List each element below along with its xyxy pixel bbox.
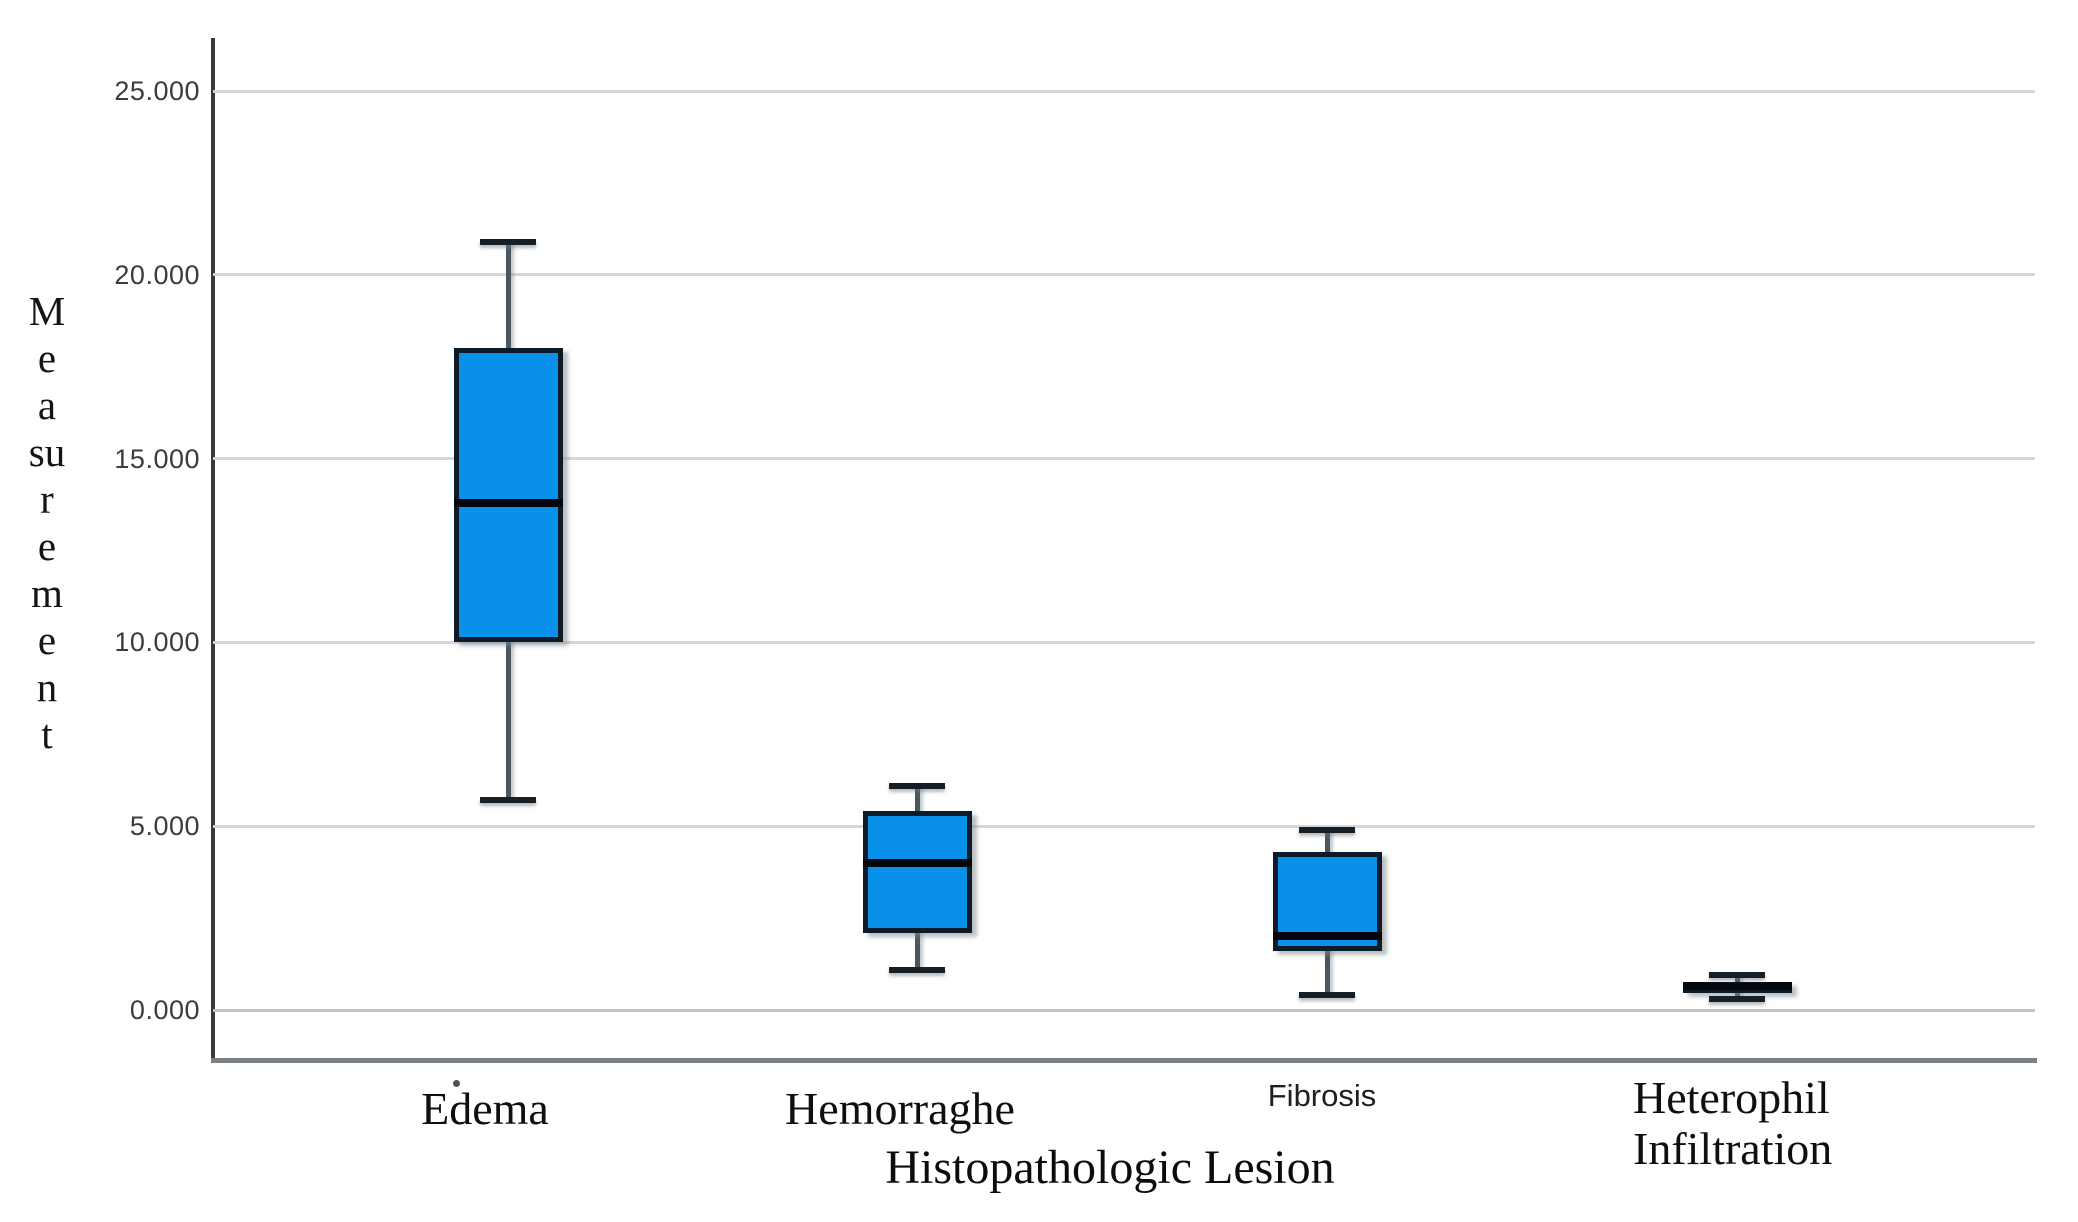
gridline-5.000 <box>213 824 2035 828</box>
y-tick-label-0.000: 0.000 <box>129 995 200 1025</box>
x-axis-title: Histopathologic Lesion <box>885 1141 1335 1194</box>
y-tick-label-10.000: 10.000 <box>114 627 200 658</box>
gridline-25.000 <box>213 89 2035 93</box>
whisker-cap-bottom-fibrosis <box>1299 992 1355 999</box>
gridline-10.000 <box>213 640 2035 644</box>
whisker-cap-top-fibrosis <box>1299 826 1355 833</box>
x-tick-label-heterophil-line2: Infiltration <box>1633 1123 1833 1174</box>
gridline-0.000 <box>213 1008 2035 1012</box>
median-line-hemorraghe <box>862 858 972 867</box>
stray-dot-artifact <box>453 1080 460 1087</box>
median-line-fibrosis <box>1272 932 1382 941</box>
x-tick-label-heterophil-line1: Heterophil <box>1633 1072 1830 1123</box>
median-line-edema <box>453 498 563 507</box>
x-tick-label-edema: Edema <box>421 1083 549 1134</box>
box-hemorraghe <box>862 811 972 933</box>
whisker-cap-bottom-heterophil-infiltration <box>1709 995 1765 1002</box>
whisker-cap-bottom-edema <box>480 797 536 804</box>
x-tick-label-hemorraghe: Hemorraghe <box>785 1083 1015 1134</box>
gridline-15.000 <box>213 457 2035 461</box>
median-line-heterophil-infiltration <box>1682 982 1792 991</box>
y-tick-label-5.000: 5.000 <box>129 811 200 842</box>
x-tick-label-heterophil-infiltration: Heterophil Infiltration <box>1633 1072 1832 1174</box>
y-axis-line <box>211 38 215 1062</box>
gridline-20.000 <box>213 273 2035 277</box>
y-tick-label-15.000: 15.000 <box>114 443 200 474</box>
y-tick-label-25.000: 25.000 <box>114 76 200 106</box>
whisker-cap-top-heterophil-infiltration <box>1709 972 1765 979</box>
whisker-cap-top-edema <box>480 238 536 245</box>
whisker-cap-top-hemorraghe <box>889 782 945 789</box>
x-tick-label-fibrosis: Fibrosis <box>1267 1078 1377 1113</box>
x-axis-line <box>211 1058 2037 1063</box>
box-edema <box>453 348 563 643</box>
whisker-cap-bottom-hemorraghe <box>889 966 945 973</box>
y-tick-label-20.000: 20.000 <box>114 259 200 290</box>
